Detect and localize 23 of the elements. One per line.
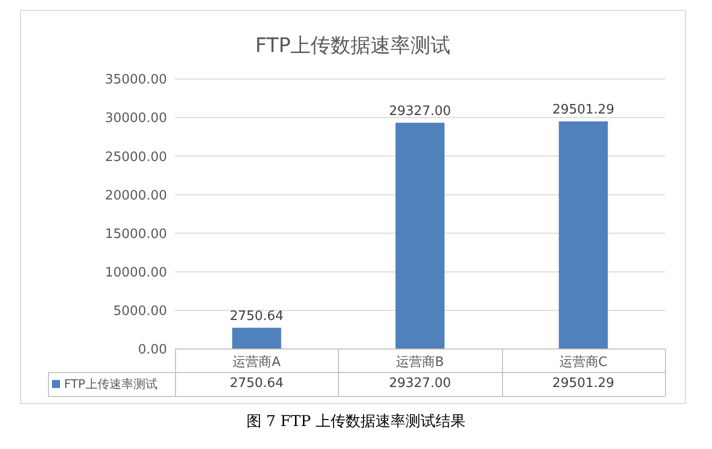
chart-title: FTP上传数据速率测试 bbox=[254, 32, 452, 59]
data-label: 2750.64 bbox=[228, 375, 285, 393]
text: 29327.00 bbox=[388, 104, 452, 119]
data-label: 29327.00 bbox=[388, 375, 452, 393]
y-tick-label: 35000.00 bbox=[104, 72, 167, 88]
x-tick-label: 运营商C bbox=[559, 355, 608, 370]
x-tick-label: 运营商A bbox=[232, 355, 281, 370]
x-tick-label: 运营商B bbox=[396, 355, 444, 370]
data-label: 29501.29 bbox=[551, 375, 616, 393]
y-tick-label: 30000.00 bbox=[104, 111, 167, 126]
legend-label: FTP上传速率测试 bbox=[64, 376, 158, 392]
bar bbox=[558, 121, 608, 349]
caption: 图 7 FTP 上传数据速率测试结果 bbox=[245, 412, 467, 431]
y-tick-label: 25000.00 bbox=[104, 150, 167, 165]
text: 2750.64 bbox=[230, 308, 284, 324]
y-tick-label: 0.00 bbox=[138, 342, 167, 358]
text: 29501.29 bbox=[552, 102, 614, 118]
y-tick-label: 15000.00 bbox=[104, 226, 167, 242]
y-tick-label: 10000.00 bbox=[104, 265, 167, 280]
y-tick-label: 5000.00 bbox=[113, 304, 167, 320]
y-tick-label: 20000.00 bbox=[104, 188, 167, 204]
bar bbox=[396, 122, 444, 349]
bar bbox=[232, 328, 282, 349]
